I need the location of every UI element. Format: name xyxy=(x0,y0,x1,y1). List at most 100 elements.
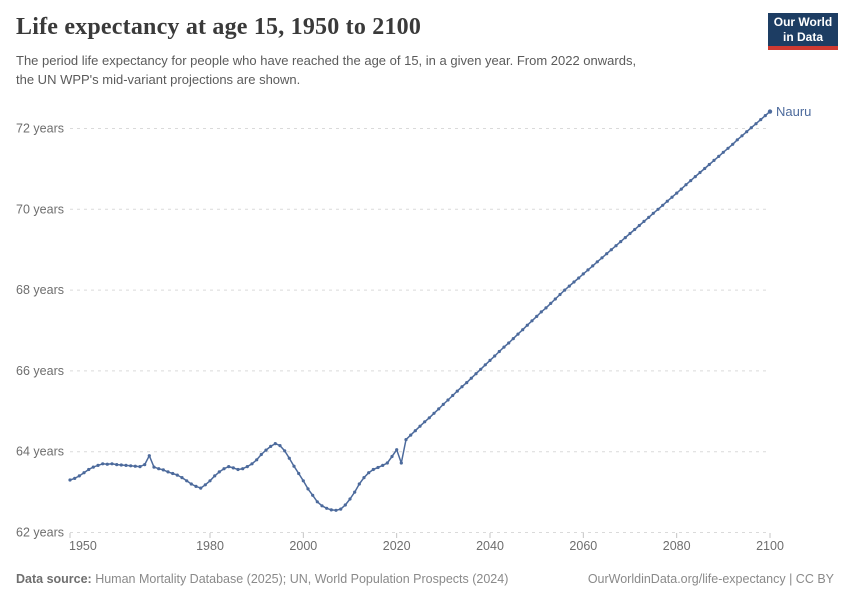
data-point xyxy=(236,467,240,472)
data-point xyxy=(292,464,296,468)
data-point xyxy=(763,114,767,118)
x-axis-label: 2020 xyxy=(383,539,411,553)
data-point xyxy=(138,465,142,469)
x-axis-label: 2080 xyxy=(663,539,691,553)
data-point xyxy=(189,482,193,486)
data-point xyxy=(661,203,665,207)
data-point xyxy=(488,358,492,362)
chart-subtitle: The period life expectancy for people wh… xyxy=(16,52,636,90)
data-point xyxy=(619,240,623,244)
data-point xyxy=(175,473,179,477)
data-point xyxy=(166,470,170,474)
chart-footer: Data source: Human Mortality Database (2… xyxy=(16,572,834,586)
data-point xyxy=(325,506,329,510)
data-point xyxy=(689,179,693,183)
data-point xyxy=(749,126,753,130)
data-point xyxy=(591,264,595,268)
data-point xyxy=(693,175,697,179)
data-point xyxy=(320,504,324,508)
data-point xyxy=(287,456,291,460)
data-point xyxy=(745,130,749,134)
y-axis-label: 66 years xyxy=(16,364,64,378)
data-point xyxy=(502,345,506,349)
data-point xyxy=(376,465,380,470)
data-source-value: Human Mortality Database (2025); UN, Wor… xyxy=(91,572,509,586)
entity-label: Nauru xyxy=(776,104,811,119)
data-source-note: Data source: Human Mortality Database (2… xyxy=(16,572,508,586)
data-point xyxy=(525,323,529,327)
data-point xyxy=(595,260,599,264)
data-point xyxy=(707,162,711,167)
data-point xyxy=(68,478,72,482)
data-point xyxy=(427,416,431,420)
data-point xyxy=(563,288,567,292)
y-axis-label: 68 years xyxy=(16,283,64,297)
data-point xyxy=(124,463,128,467)
x-axis-label: 1980 xyxy=(196,539,224,553)
data-point xyxy=(381,463,385,467)
data-point xyxy=(675,191,679,195)
owid-url-link[interactable]: OurWorldinData.org/life-expectancy xyxy=(587,572,786,586)
data-point xyxy=(623,236,627,240)
data-point xyxy=(656,207,660,211)
data-point xyxy=(581,272,585,276)
footer-right: OurWorldinData.org/life-expectancy | CC … xyxy=(588,572,834,586)
data-point xyxy=(413,429,417,433)
data-point xyxy=(759,118,763,122)
data-point xyxy=(437,407,441,411)
x-axis-label: 2040 xyxy=(476,539,504,553)
data-point xyxy=(628,231,632,236)
data-point xyxy=(105,462,109,466)
data-point xyxy=(493,354,497,358)
data-point xyxy=(432,411,436,415)
x-axis-label: 1950 xyxy=(69,539,97,553)
data-point xyxy=(451,393,455,398)
y-axis-label: 62 years xyxy=(16,526,64,540)
y-axis-label: 72 years xyxy=(16,122,64,136)
data-point xyxy=(222,467,226,471)
data-point xyxy=(231,466,235,470)
data-point xyxy=(306,487,310,491)
data-point xyxy=(544,306,548,310)
data-point xyxy=(586,268,590,272)
data-point xyxy=(516,332,520,336)
data-point xyxy=(549,301,553,305)
owid-logo: Our World in Data xyxy=(768,13,838,50)
data-point xyxy=(87,467,91,472)
data-point xyxy=(637,223,641,228)
data-point xyxy=(731,142,735,146)
y-axis-label: 70 years xyxy=(16,202,64,216)
data-point xyxy=(297,471,301,476)
data-point xyxy=(269,444,273,448)
data-point xyxy=(577,276,581,280)
data-point xyxy=(642,219,646,223)
data-point xyxy=(395,448,399,452)
data-point xyxy=(455,389,459,393)
data-point xyxy=(339,507,343,511)
data-point xyxy=(530,319,534,323)
line-end-dot xyxy=(767,109,773,114)
data-point xyxy=(194,484,198,488)
data-point xyxy=(91,465,95,469)
data-point xyxy=(208,479,212,483)
data-point xyxy=(213,474,217,478)
data-point xyxy=(180,476,184,480)
data-point xyxy=(418,424,422,428)
data-point xyxy=(572,280,576,284)
data-point xyxy=(185,479,189,483)
data-point xyxy=(460,385,464,389)
data-point xyxy=(301,479,305,483)
data-point xyxy=(157,467,161,471)
data-point xyxy=(353,490,357,494)
x-axis-label: 2060 xyxy=(569,539,597,553)
owid-logo-line2: in Data xyxy=(782,29,823,44)
data-point xyxy=(507,341,511,345)
data-point xyxy=(399,461,403,465)
data-point xyxy=(362,476,366,480)
data-point xyxy=(82,471,86,475)
data-point xyxy=(357,482,361,486)
data-point xyxy=(614,244,618,248)
data-point xyxy=(479,367,483,371)
data-point xyxy=(278,444,282,448)
